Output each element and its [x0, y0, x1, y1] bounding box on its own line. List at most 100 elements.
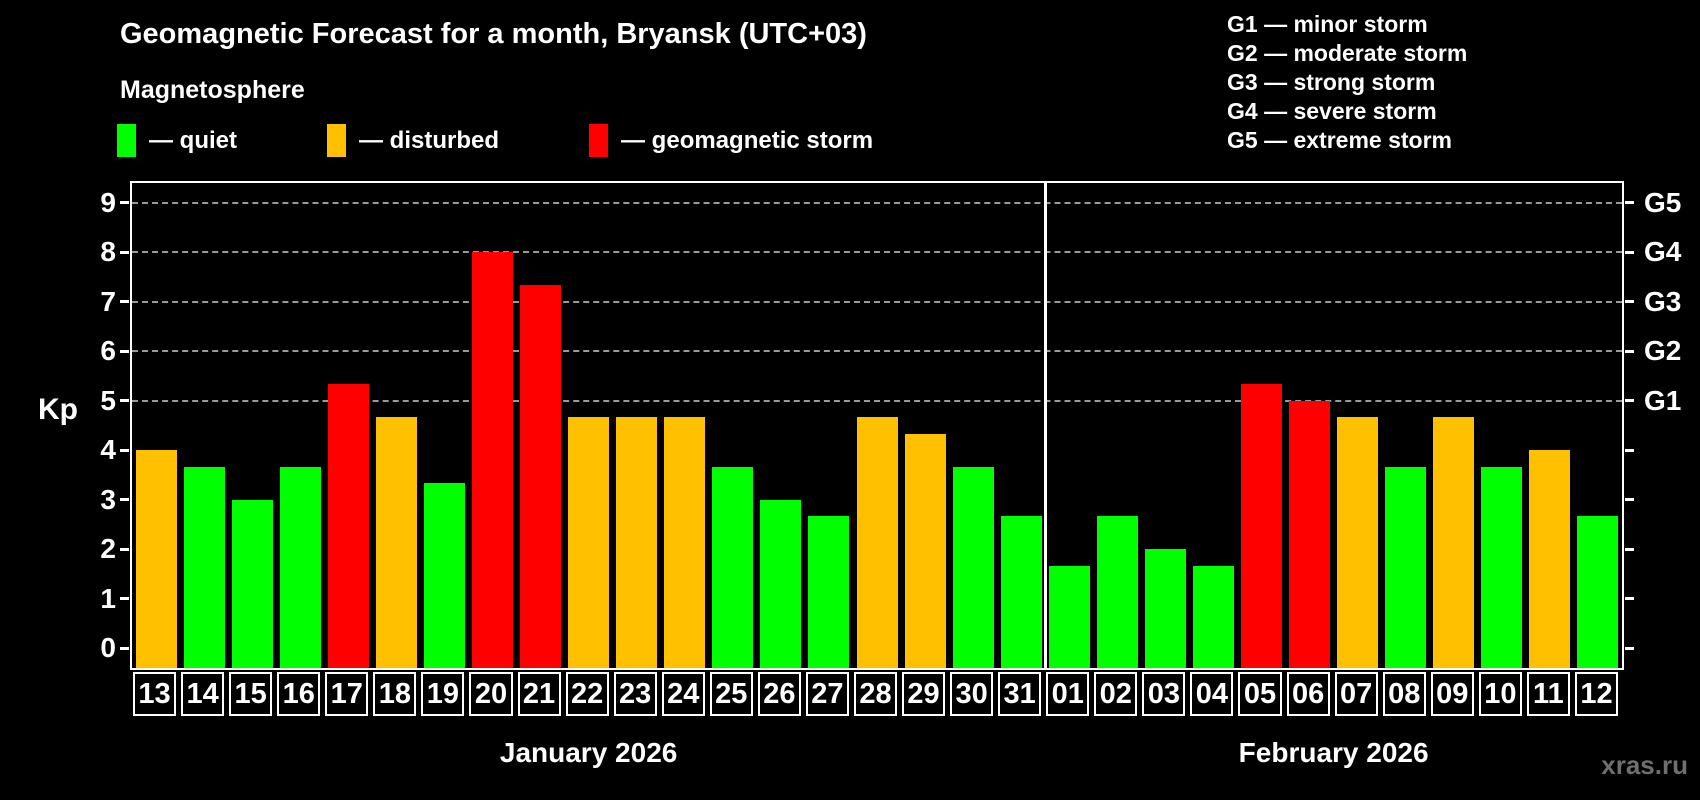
g1-legend-line: G1 — minor storm — [1227, 11, 1428, 37]
kp-bar-day-22 — [568, 417, 610, 668]
g-level-label-G5: G5 — [1644, 186, 1682, 218]
g-scale-legend: G1 — minor storm G2 — moderate storm G3 … — [1227, 10, 1467, 155]
left-axis-tick — [120, 250, 129, 254]
kp-bar-day-25 — [712, 466, 754, 668]
right-axis-tick — [1625, 448, 1634, 452]
disturbed-color-swatch — [327, 124, 346, 157]
kp-bar-day-15 — [231, 499, 273, 668]
kp-bar-day-09 — [1433, 417, 1475, 668]
right-axis-tick — [1625, 498, 1634, 502]
left-axis-tick — [120, 597, 129, 601]
day-label-10: 10 — [1478, 672, 1522, 716]
day-label-30: 30 — [950, 672, 994, 716]
kp-bar-day-17 — [327, 384, 369, 668]
kp-bar-day-14 — [183, 466, 225, 668]
kp-bar-day-10 — [1481, 466, 1523, 668]
kp-bar-day-24 — [664, 417, 706, 668]
y-tick-label-1: 1 — [100, 582, 116, 614]
watermark: xras.ru — [1601, 750, 1688, 780]
kp-bar-day-29 — [904, 433, 946, 668]
y-tick-label-4: 4 — [100, 434, 116, 466]
day-label-26: 26 — [757, 672, 801, 716]
g-level-label-G1: G1 — [1644, 384, 1682, 416]
kp-bar-day-01 — [1048, 565, 1090, 668]
kp-bar-day-08 — [1385, 466, 1427, 668]
storm-color-swatch — [589, 124, 609, 157]
magnetosphere-label: Magnetosphere — [120, 76, 305, 104]
kp-bar-day-13 — [135, 450, 177, 668]
kp-bar-day-12 — [1577, 516, 1619, 668]
kp-bar-day-30 — [952, 466, 994, 668]
right-axis-tick — [1625, 201, 1634, 205]
gridline-kp-9 — [132, 201, 1622, 204]
left-axis-tick — [120, 349, 129, 353]
kp-bar-day-11 — [1529, 450, 1571, 668]
right-axis-tick — [1625, 399, 1634, 403]
day-label-07: 07 — [1334, 672, 1378, 716]
kp-bar-day-18 — [375, 417, 417, 668]
kp-bar-day-21 — [520, 285, 562, 668]
left-axis-tick — [120, 300, 129, 304]
g5-legend-line: G5 — extreme storm — [1227, 127, 1452, 153]
plot-inner — [132, 183, 1622, 668]
plot-area — [130, 181, 1624, 670]
day-label-28: 28 — [853, 672, 898, 716]
gridline-kp-7 — [132, 300, 1622, 303]
gridline-kp-5 — [132, 399, 1622, 402]
g-level-label-G3: G3 — [1644, 285, 1682, 317]
kp-bar-day-05 — [1241, 384, 1283, 668]
day-label-25: 25 — [709, 672, 753, 716]
day-label-18: 18 — [373, 672, 417, 716]
day-label-21: 21 — [517, 672, 561, 716]
status-legend: — quiet — disturbed — geomagnetic storm — [117, 124, 873, 157]
y-tick-label-6: 6 — [100, 335, 116, 367]
right-axis-tick — [1625, 349, 1634, 353]
day-label-06: 06 — [1286, 672, 1330, 716]
legend-disturbed-label: — disturbed — [359, 126, 500, 154]
day-label-11: 11 — [1526, 672, 1570, 716]
right-axis-tick — [1625, 250, 1634, 254]
kp-bar-day-04 — [1192, 565, 1234, 668]
y-tick-label-7: 7 — [100, 285, 116, 317]
day-label-08: 08 — [1382, 672, 1426, 716]
gridline-kp-8 — [132, 251, 1622, 254]
g-level-label-G4: G4 — [1644, 236, 1682, 268]
day-label-12: 12 — [1574, 672, 1618, 716]
kp-axis-label: Kp — [38, 393, 78, 426]
g4-legend-line: G4 — severe storm — [1227, 98, 1437, 124]
day-label-19: 19 — [421, 672, 465, 716]
day-label-01: 01 — [1046, 672, 1090, 716]
left-axis-tick — [120, 201, 129, 205]
day-label-22: 22 — [565, 672, 609, 716]
legend-quiet-label: — quiet — [149, 126, 237, 154]
month-label-0: January 2026 — [499, 737, 678, 768]
gridline-kp-6 — [132, 350, 1622, 353]
day-label-20: 20 — [469, 672, 513, 716]
y-tick-label-8: 8 — [100, 236, 116, 268]
day-axis: 13 14 15 16 17 18 19 20 21 22 23 24 25 26 27 28 29 30 31 01… — [132, 672, 1622, 716]
y-tick-label-5: 5 — [100, 384, 116, 416]
day-label-27: 27 — [805, 672, 849, 716]
left-axis-tick — [120, 448, 129, 452]
kp-bar-day-16 — [279, 466, 321, 668]
left-axis-tick — [120, 646, 129, 650]
month-separator-line — [1043, 183, 1047, 668]
day-label-02: 02 — [1094, 672, 1138, 716]
kp-bar-day-06 — [1289, 400, 1331, 668]
day-label-04: 04 — [1190, 672, 1234, 716]
g2-legend-line: G2 — moderate storm — [1227, 40, 1468, 66]
kp-bar-day-20 — [471, 252, 513, 668]
kp-bar-day-07 — [1337, 417, 1379, 668]
g-level-label-G2: G2 — [1644, 335, 1682, 367]
y-tick-label-3: 3 — [100, 483, 116, 515]
y-tick-label-9: 9 — [100, 186, 116, 218]
left-axis-tick — [120, 498, 129, 502]
legend-item-quiet: — quiet — [117, 124, 237, 157]
day-label-05: 05 — [1238, 672, 1282, 716]
kp-bar-day-23 — [616, 417, 658, 668]
kp-bar-day-03 — [1144, 549, 1186, 668]
page-title: Geomagnetic Forecast for a month, Bryans… — [120, 18, 867, 50]
g3-legend-line: G3 — strong storm — [1227, 69, 1436, 95]
kp-bar-day-02 — [1096, 516, 1138, 668]
